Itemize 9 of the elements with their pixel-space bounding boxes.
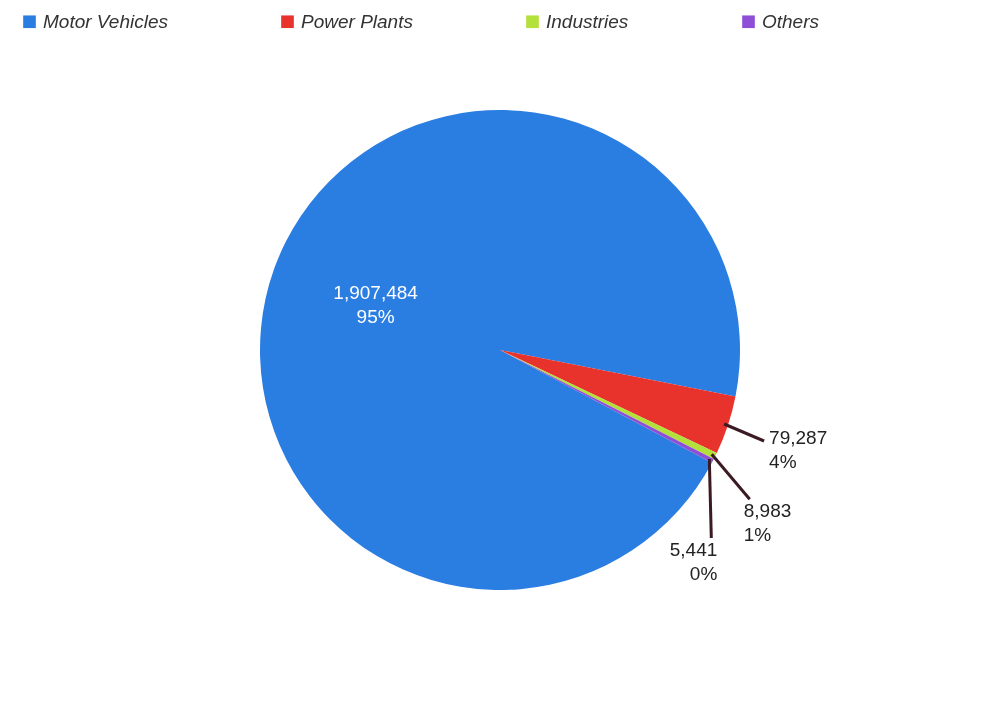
- data-label: 1,907,484 95%: [333, 281, 419, 327]
- legend-label: Power Plants: [301, 10, 414, 32]
- legend-label: Motor Vehicles: [43, 10, 169, 32]
- data-label: 8,983 1%: [743, 500, 792, 546]
- data-label: 5,441 0%: [669, 539, 718, 585]
- pie-slice: [260, 110, 740, 590]
- legend-label: Industries: [546, 10, 629, 32]
- legend-label: Others: [762, 10, 820, 32]
- data-label: 79,287 4%: [769, 427, 828, 472]
